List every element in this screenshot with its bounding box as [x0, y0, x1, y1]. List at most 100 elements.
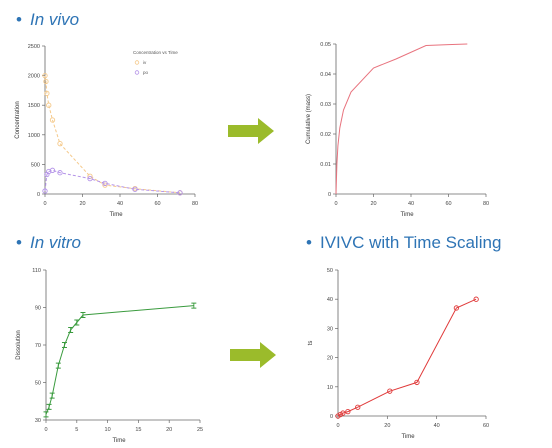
x-tick-label: 0: [44, 427, 47, 433]
series-line: [335, 43, 468, 195]
ivivc-chart: 0 10 20 30 40 50 0 20 40 60 Time ts: [308, 268, 489, 440]
x-tick-label: 10: [105, 427, 111, 433]
y-tick-label: 110: [32, 268, 41, 274]
legend-entry: iv: [143, 60, 147, 65]
data-point: [42, 188, 48, 194]
series-line: [44, 75, 181, 194]
legend-marker: [134, 60, 140, 65]
data-point: [355, 404, 361, 410]
x-tick-label: 40: [408, 201, 414, 207]
x-tick-label: 0: [334, 201, 337, 207]
data-point: [43, 411, 49, 418]
x-tick-label: 20: [166, 427, 172, 433]
y-tick-label: 2500: [28, 44, 40, 50]
series-line: [45, 305, 194, 415]
data-point: [414, 379, 420, 386]
data-point: [57, 170, 63, 176]
in-vivo-heading: • In vivo: [16, 10, 80, 29]
legend-entry: po: [143, 70, 149, 75]
data-point: [46, 102, 52, 108]
x-tick-label: 80: [483, 201, 489, 207]
y-tick-label: 90: [35, 306, 41, 312]
y-axis-label: ts: [308, 341, 314, 346]
arrow-right-icon: [230, 342, 276, 368]
data-point: [57, 141, 63, 147]
y-axis-label: Concentration: [15, 101, 21, 138]
y-tick-label: 0: [37, 192, 40, 198]
x-tick-label: 0: [43, 201, 46, 207]
data-point: [340, 410, 346, 416]
x-tick-label: 5: [75, 427, 78, 433]
y-tick-label: 0.05: [320, 42, 331, 48]
x-tick-label: 60: [483, 423, 489, 429]
y-tick-label: 70: [35, 343, 41, 349]
x-tick-label: 40: [117, 201, 123, 207]
data-point: [42, 72, 48, 79]
data-point: [102, 182, 108, 188]
y-tick-label: 0.04: [320, 72, 331, 78]
data-point: [177, 190, 183, 196]
x-tick-label: 80: [192, 201, 198, 207]
data-point: [61, 342, 67, 348]
y-tick-label: 20: [327, 356, 333, 362]
y-tick-label: 1500: [28, 103, 40, 109]
data-point: [387, 388, 393, 394]
x-tick-label: 25: [197, 427, 203, 433]
y-axis-label: Dissolution: [16, 330, 22, 359]
concentration-chart: 0 500 1000 1500 2000 2500 0 20 40 60 80 Time Concent…: [15, 44, 198, 218]
y-tick-label: 30: [327, 326, 333, 332]
series-line: [337, 298, 477, 417]
y-axis-label: Cumulative (mass): [306, 94, 312, 144]
y-tick-label: 0.03: [320, 102, 331, 108]
y-tick-label: 30: [35, 418, 41, 424]
data-point: [473, 296, 479, 302]
x-tick-label: 60: [445, 201, 451, 207]
data-point: [49, 392, 55, 399]
y-tick-label: 50: [35, 381, 41, 387]
y-tick-label: 500: [31, 162, 40, 168]
y-tick-label: 0.01: [320, 162, 331, 168]
y-tick-label: 50: [327, 268, 333, 274]
data-point: [102, 180, 108, 186]
x-axis-label: Time: [109, 212, 123, 218]
data-point: [74, 319, 80, 326]
x-tick-label: 60: [154, 201, 160, 207]
y-tick-label: 0: [328, 192, 331, 198]
y-tick-label: 0.02: [320, 132, 331, 138]
x-axis-label: Time: [401, 434, 415, 440]
legend-title: Concentration vs Time: [133, 50, 178, 55]
x-tick-label: 0: [336, 423, 339, 429]
data-point: [43, 78, 49, 85]
y-tick-label: 40: [327, 297, 333, 303]
cumulative-chart: 0 0.01 0.02 0.03 0.04 0.05 0 20 40 60 80 Time Cumula…: [306, 42, 489, 218]
x-axis-label: Time: [400, 212, 414, 218]
series-line: [44, 169, 181, 194]
ivivc-heading: • IVIVC with Time Scaling: [306, 233, 502, 252]
legend-marker: [134, 70, 140, 75]
in-vitro-heading: • In vitro: [16, 233, 82, 252]
data-point: [132, 186, 138, 192]
data-point: [44, 90, 50, 97]
x-tick-label: 20: [370, 201, 376, 207]
y-tick-label: 1000: [28, 133, 40, 139]
y-tick-label: 10: [327, 385, 333, 391]
y-tick-label: 2000: [28, 74, 40, 80]
data-point: [49, 167, 56, 173]
x-axis-label: Time: [112, 438, 126, 444]
x-tick-label: 40: [434, 423, 440, 429]
data-point: [453, 305, 460, 311]
data-point: [68, 327, 74, 333]
x-tick-label: 15: [135, 427, 141, 433]
x-tick-label: 20: [384, 423, 390, 429]
data-point: [345, 408, 351, 415]
data-point: [80, 312, 86, 318]
dissolution-chart: 30 50 70 90 110 0 5 10 15 20 25 Time Dissolution: [16, 268, 203, 444]
y-tick-label: 0: [330, 414, 333, 420]
arrow-right-icon: [228, 118, 274, 144]
data-point: [49, 117, 56, 123]
x-tick-label: 20: [79, 201, 85, 207]
data-point: [87, 175, 93, 182]
data-point: [46, 403, 52, 410]
data-point: [55, 362, 61, 369]
data-point: [191, 302, 197, 309]
